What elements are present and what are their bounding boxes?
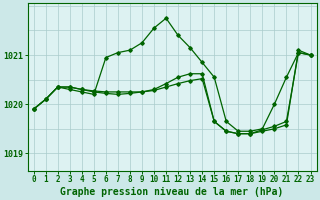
X-axis label: Graphe pression niveau de la mer (hPa): Graphe pression niveau de la mer (hPa) <box>60 186 284 197</box>
